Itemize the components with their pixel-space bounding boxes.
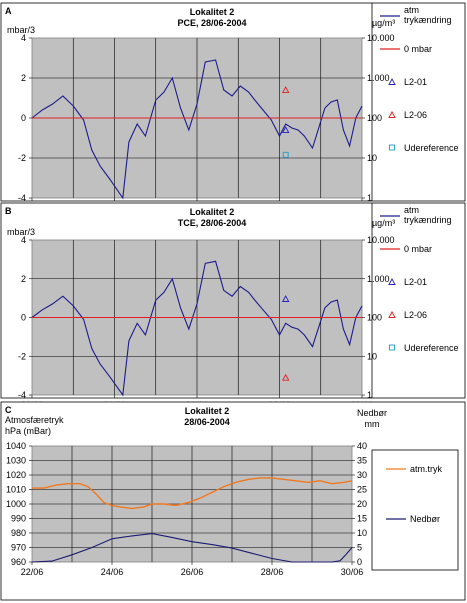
chart-title: Lokalitet 2: [190, 7, 235, 17]
legend: atm trykændring 0 mbar L2-01 L2-06 Udereferen…: [371, 3, 459, 201]
legend-label-line: trykændring: [404, 215, 452, 225]
tick-label-left: 2: [21, 274, 26, 284]
chart-subtitle: PCE, 28/06-2004: [177, 18, 246, 28]
tick-label-right: 20: [357, 499, 367, 509]
tick-label-right: 30: [357, 470, 367, 480]
tick-label-left: 980: [11, 528, 26, 538]
tick-label-left: -2: [18, 351, 26, 361]
legend-label: atm trykændring: [404, 5, 452, 25]
tick-label-right: 15: [357, 514, 367, 524]
legend-label-line: atm: [404, 5, 419, 15]
tick-label-left: 2: [21, 73, 26, 83]
tick-label-left: 4: [21, 33, 26, 43]
legend-label: L2-01: [404, 77, 427, 87]
series-line-0: [31, 59, 363, 200]
y-axis-label-left: mbar/3: [7, 227, 35, 237]
legend-label: L2-01: [404, 277, 427, 287]
legend-marker: [388, 78, 396, 85]
y-axis-label-right-line: Nedbør: [357, 408, 387, 418]
marker-3: [281, 86, 290, 93]
tick-label-x: 22/06: [21, 567, 44, 577]
tick-label-left: 990: [11, 514, 26, 524]
y-axis-label-right: µg/m³: [372, 218, 395, 228]
legend-marker: [389, 344, 395, 351]
panel-b: 420-2-410.0001.00010010122/0624/0626/062…: [0, 202, 466, 410]
y-axis-label-right-line: mm: [365, 419, 380, 429]
y-axis-label-left: Atmosfæretryk hPa (mBar): [5, 415, 64, 436]
tick-label-x: 30/06: [341, 567, 364, 577]
chart-subtitle: 28/06-2004: [184, 417, 230, 427]
panel-letter: B: [5, 206, 12, 216]
panel-letter: C: [5, 405, 12, 415]
legend-label: atm.tryk: [410, 464, 443, 474]
panel-c: 1040103010201010100099098097096040353025…: [0, 401, 466, 601]
series-line-0: [32, 477, 353, 510]
tick-label-x: 24/06: [101, 567, 124, 577]
chart-subtitle: TCE, 28/06-2004: [178, 218, 247, 228]
y-axis-label-right: Nedbør mm: [357, 408, 387, 429]
tick-label-right: 10.000: [367, 33, 395, 43]
legend: atm.tryk Nedbør: [371, 449, 459, 571]
tick-label-right: 5: [357, 543, 362, 553]
legend-label: Nedbør: [410, 514, 440, 524]
legend-marker: [388, 278, 396, 285]
tick-label-right: 10: [357, 528, 367, 538]
legend-label: L2-06: [404, 110, 427, 120]
legend-label: 0 mbar: [404, 44, 432, 54]
marker-3: [281, 373, 290, 381]
legend-label-line: trykændring: [404, 15, 452, 25]
legend-label: 0 mbar: [404, 244, 432, 254]
tick-label-right: 100: [367, 113, 382, 123]
y-axis-label-left-line: hPa (mBar): [5, 426, 51, 436]
tick-label-left: 1010: [6, 485, 26, 495]
tick-label-left: 1020: [6, 470, 26, 480]
tick-label-left: -2: [18, 153, 26, 163]
tick-label-right: 1.000: [367, 274, 390, 284]
tick-label-left: 1000: [6, 499, 26, 509]
legend-label: L2-06: [404, 310, 427, 320]
tick-label-left: -4: [18, 193, 26, 203]
tick-label-x: 26/06: [181, 567, 204, 577]
tick-label-left: -4: [18, 390, 26, 400]
legend-marker: [388, 311, 396, 318]
y-axis-label-right: µg/m³: [372, 18, 395, 28]
series-line-0: [31, 260, 363, 397]
legend-marker: [388, 111, 396, 118]
panel-a: 420-2-410.0001.00010010122/0624/0626/062…: [0, 2, 466, 213]
tick-label-left: 970: [11, 543, 26, 553]
series-line-1: [31, 533, 353, 563]
legend-label: atm trykændring: [404, 205, 452, 225]
tick-label-right: 0: [357, 557, 362, 567]
chart-title: Lokalitet 2: [185, 406, 230, 416]
tick-label-right: 1: [367, 193, 372, 203]
panel-letter: A: [5, 6, 12, 16]
legend-marker: [389, 144, 395, 151]
chart-title: Lokalitet 2: [190, 207, 235, 217]
tick-label-left: 1040: [6, 441, 26, 451]
tick-label-right: 10.000: [367, 235, 395, 245]
tick-label-left: 4: [21, 235, 26, 245]
tick-label-right: 35: [357, 456, 367, 466]
tick-label-left: 0: [21, 113, 26, 123]
legend-label: Udereference: [404, 343, 459, 353]
marker-4: [282, 151, 289, 158]
legend-label-line: atm: [404, 205, 419, 215]
tick-label-right: 100: [367, 313, 382, 323]
legend: atm trykændring 0 mbar L2-01 L2-06 Udereferen…: [371, 203, 459, 398]
tick-label-left: 960: [11, 557, 26, 567]
tick-label-left: 1030: [6, 456, 26, 466]
tick-label-right: 1: [367, 390, 372, 400]
tick-label-left: 0: [21, 313, 26, 323]
marker-2: [281, 295, 290, 302]
legend-label: Udereference: [404, 143, 459, 153]
y-axis-label-left-line: Atmosfæretryk: [5, 415, 64, 425]
marker-2: [281, 126, 290, 133]
tick-label-right: 25: [357, 485, 367, 495]
tick-label-right: 1.000: [367, 73, 390, 83]
tick-label-x: 28/06: [261, 567, 284, 577]
y-axis-label-left: mbar/3: [7, 25, 35, 35]
legend-frame: [371, 449, 459, 571]
tick-label-right: 40: [357, 441, 367, 451]
